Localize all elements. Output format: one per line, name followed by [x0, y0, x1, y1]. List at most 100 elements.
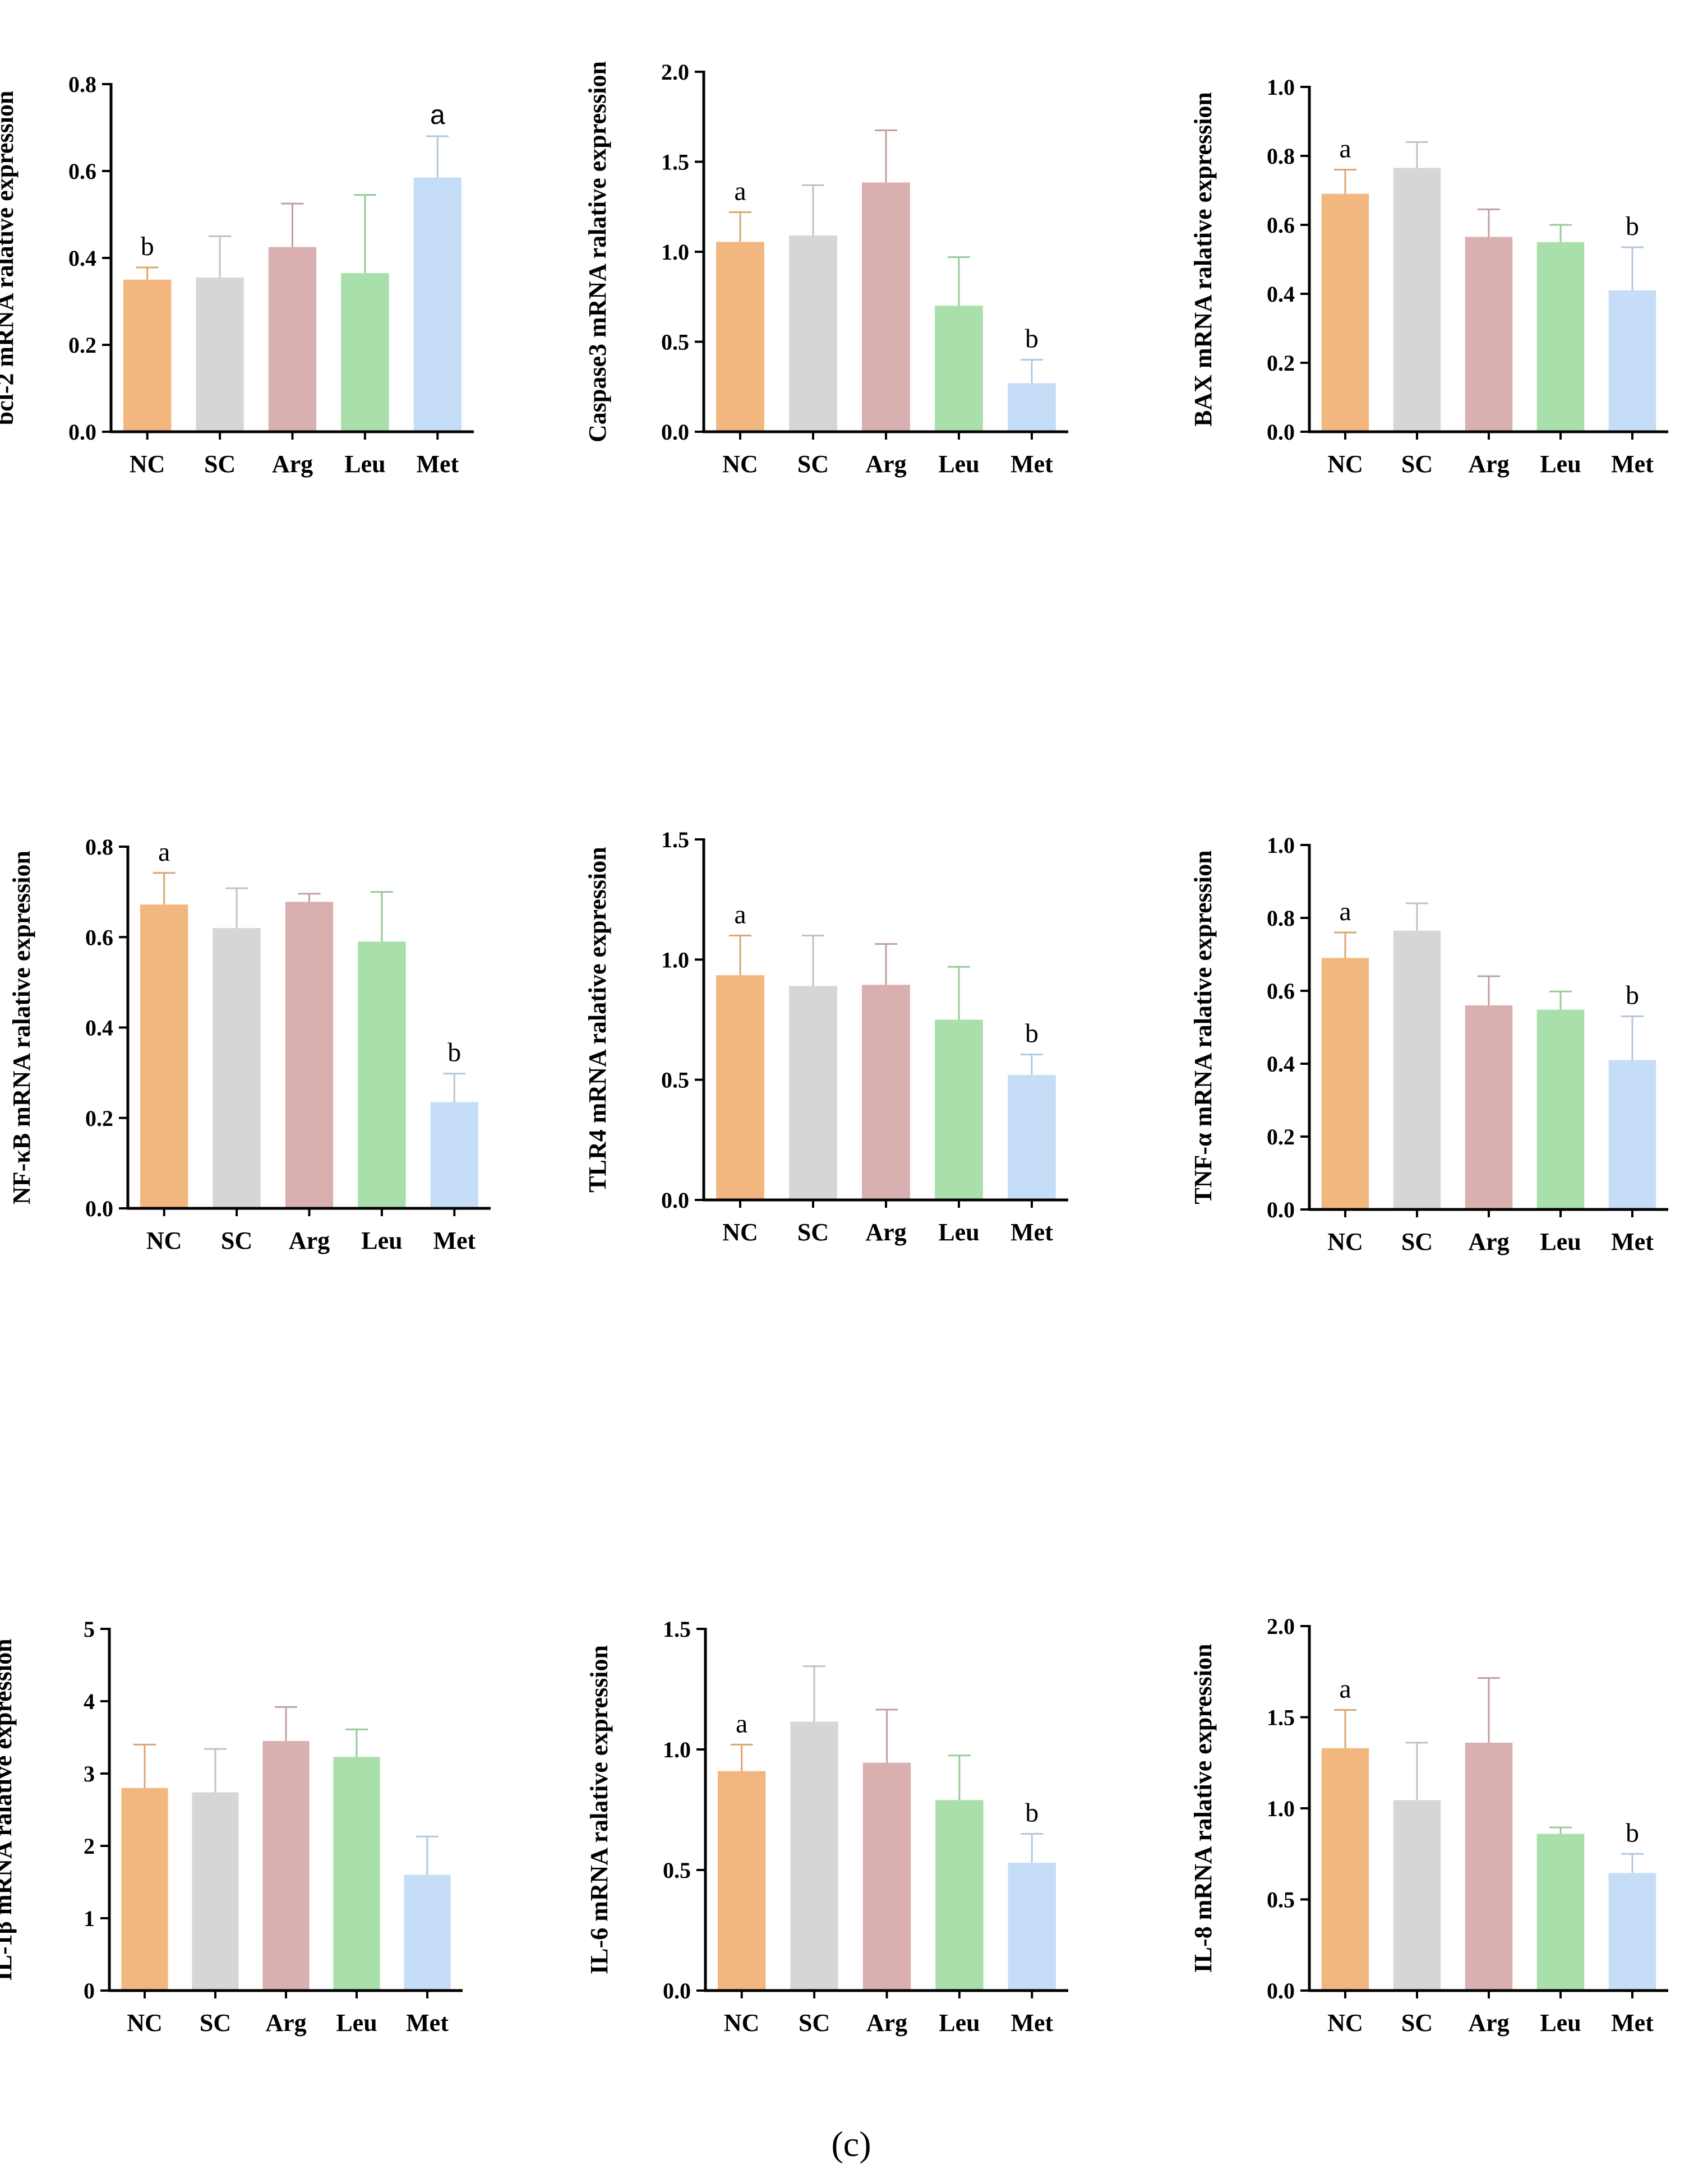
y-axis-title: Caspase3 mRNA ralative expression [584, 61, 611, 442]
significance-label-Met: b [447, 1038, 461, 1068]
y-axis-title: bcl-2 mRNA ralative expression [0, 91, 19, 426]
y-tick-label: 1.0 [1267, 833, 1295, 858]
x-tick-label-Leu: Leu [938, 450, 979, 478]
bar-Arg [1465, 1743, 1513, 1991]
bar-SC [790, 1721, 838, 1991]
y-tick-label: 0.2 [1267, 1124, 1295, 1149]
significance-label-NC: b [141, 232, 154, 261]
figure-caption: (c) [831, 2124, 871, 2164]
y-tick-label: 0.0 [68, 419, 96, 445]
x-tick-label-Met: Met [1010, 450, 1053, 478]
y-tick-label: 0 [84, 1978, 95, 2003]
chart-panel-8: IL-6 mRNA ralative expression a NC SC Arg Leu… [585, 1617, 1068, 2037]
chart-panel-3: BAX mRNA ralative expression a NC SC Arg Leu b… [1189, 75, 1668, 478]
significance-label-Met: b [1626, 981, 1639, 1010]
bar-SC [1393, 930, 1441, 1209]
x-tick-label-Arg: Arg [1468, 450, 1509, 478]
bar-NC [716, 242, 764, 432]
significance-label-Met: b [1025, 1019, 1039, 1049]
bar-Met [1008, 1075, 1056, 1200]
bar-Arg [862, 985, 910, 1200]
chart-panel-4: NF-κB mRNA ralative expression a NC SC Arg Le… [8, 834, 491, 1254]
y-tick-label: 1.0 [663, 1737, 691, 1762]
chart-panel-5: TLR4 mRNA ralative expression a NC SC Arg Leu… [584, 827, 1068, 1246]
y-tick-label: 0.0 [661, 1188, 689, 1213]
significance-label-NC: a [1339, 1674, 1351, 1704]
x-tick-label-Met: Met [1010, 2009, 1053, 2037]
y-tick-label: 0.0 [663, 1978, 691, 2003]
y-tick-label: 0.0 [1267, 419, 1295, 445]
charts-grid: bcl-2 mRNA ralative expression b NC SC Arg Le… [0, 59, 1668, 2037]
x-tick-label-Arg: Arg [866, 2009, 907, 2037]
y-tick-label: 3 [84, 1761, 95, 1786]
bar-NC [1321, 1748, 1369, 1991]
y-tick-label: 0.5 [1267, 1887, 1295, 1913]
bar-NC [1321, 958, 1369, 1209]
y-tick-label: 0.0 [1267, 1978, 1295, 2003]
bar-SC [789, 236, 837, 432]
y-tick-label: 0.8 [1267, 906, 1295, 931]
bar-SC [192, 1792, 239, 1991]
y-tick-label: 0.6 [1267, 213, 1295, 238]
x-tick-label-Arg: Arg [289, 1227, 330, 1254]
x-tick-label-NC: NC [146, 1227, 182, 1254]
bar-Leu [1536, 242, 1585, 432]
bar-Arg [862, 1762, 911, 1991]
bar-Arg [862, 182, 910, 432]
bar-Met [404, 1874, 451, 1991]
y-tick-label: 0.5 [663, 1858, 691, 1883]
x-tick-label-Arg: Arg [1468, 2009, 1509, 2037]
y-tick-label: 0.0 [661, 419, 689, 445]
bar-Leu [341, 273, 389, 432]
x-tick-label-Met: Met [416, 450, 459, 478]
y-tick-label: 0.4 [1267, 1051, 1295, 1077]
y-axis-title: BAX mRNA ralative expression [1189, 92, 1217, 427]
y-tick-label: 0.5 [661, 330, 689, 355]
significance-label-Met: a [430, 100, 445, 130]
bar-Met [1608, 1873, 1656, 1991]
significance-label-NC: a [1339, 897, 1351, 926]
significance-label-NC: a [158, 837, 170, 867]
x-tick-label-SC: SC [221, 1227, 252, 1254]
bar-Arg [1465, 237, 1513, 432]
y-tick-label: 1.5 [661, 150, 689, 175]
bar-NC [123, 279, 172, 432]
bar-Leu [333, 1757, 380, 1991]
x-tick-label-NC: NC [1327, 450, 1363, 478]
y-tick-label: 0.6 [68, 159, 96, 184]
y-tick-label: 0.4 [85, 1015, 113, 1041]
y-tick-label: 1.0 [661, 239, 689, 265]
bar-SC [213, 928, 261, 1208]
x-tick-label-Leu: Leu [1540, 1228, 1581, 1255]
bar-SC [1393, 168, 1441, 432]
y-tick-label: 0.8 [85, 834, 113, 860]
x-tick-label-Arg: Arg [865, 450, 906, 478]
significance-label-NC: a [1339, 134, 1351, 164]
y-tick-label: 2 [84, 1834, 95, 1859]
bar-SC [196, 277, 244, 432]
y-tick-label: 1.0 [1267, 75, 1295, 100]
y-tick-label: 1.5 [1267, 1705, 1295, 1730]
y-tick-label: 0.8 [68, 72, 96, 97]
x-tick-label-Arg: Arg [265, 2009, 306, 2037]
x-tick-label-SC: SC [1401, 2009, 1433, 2037]
y-tick-label: 0.4 [68, 246, 96, 271]
significance-label-NC: a [734, 176, 746, 206]
chart-panel-2: Caspase3 mRNA ralative expression a NC SC Ar… [584, 59, 1068, 478]
bar-Met [1008, 383, 1056, 432]
y-tick-label: 0.4 [1267, 281, 1295, 307]
bar-Leu [935, 306, 983, 432]
x-tick-label-SC: SC [797, 1218, 829, 1246]
x-tick-label-Leu: Leu [1540, 450, 1581, 478]
significance-label-Met: b [1626, 211, 1639, 241]
x-tick-label-NC: NC [722, 1218, 758, 1246]
bar-NC [717, 1771, 766, 1991]
y-axis-title: IL-1β mRNA ralative expression [0, 1638, 17, 1980]
bar-Leu [935, 1800, 984, 1991]
bar-NC [1321, 193, 1369, 432]
bar-NC [716, 975, 764, 1200]
x-tick-label-Met: Met [406, 2009, 449, 2037]
chart-panel-6: TNF-α mRNA ralative expression a NC SC Arg Le… [1189, 833, 1668, 1255]
y-tick-label: 2.0 [661, 59, 689, 85]
